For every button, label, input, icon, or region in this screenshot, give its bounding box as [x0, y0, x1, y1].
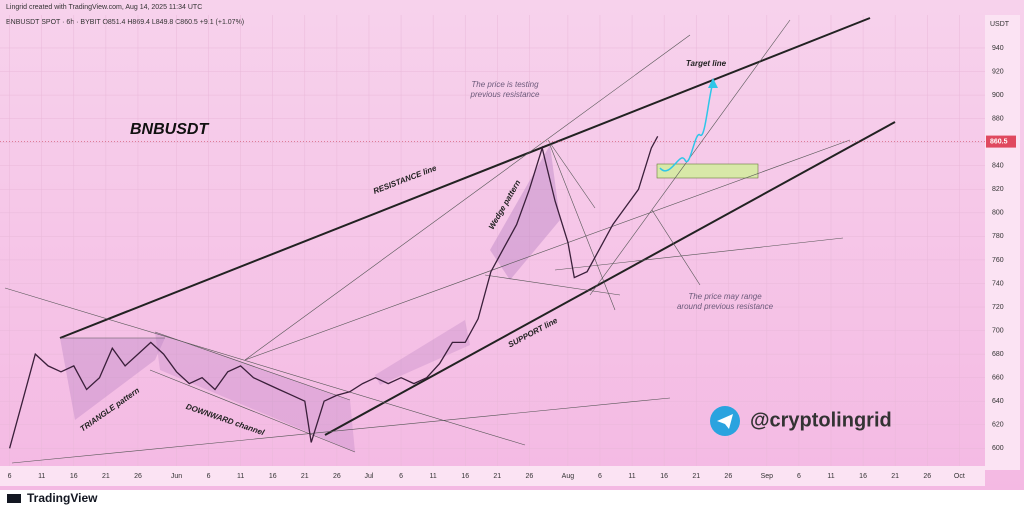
x-tick-label: 6 — [399, 473, 403, 480]
x-tick-label: 21 — [102, 473, 110, 480]
x-tick-label: Oct — [954, 473, 965, 480]
support-line — [324, 121, 896, 436]
annotation: previous resistance — [470, 90, 540, 99]
projection-arrow — [708, 78, 718, 88]
time-axis — [0, 466, 985, 486]
y-tick-label: 600 — [992, 445, 1004, 452]
x-tick-label: 6 — [797, 473, 801, 480]
symbol-line: BNBUSDT SPOT · 6h · BYBIT O851.4 H869.4 … — [6, 19, 244, 26]
resistance-line — [59, 17, 871, 339]
annotation: The price is testing — [471, 80, 539, 89]
x-tick-label: Aug — [562, 473, 575, 480]
trend-line — [11, 397, 671, 464]
x-tick-label: 16 — [859, 473, 867, 480]
resistance-zone — [656, 163, 759, 179]
logo-mark — [7, 494, 21, 503]
x-tick-label: 6 — [207, 473, 211, 480]
channel-line — [154, 331, 351, 401]
y-tick-label: 640 — [992, 398, 1004, 405]
x-tick-label: 6 — [598, 473, 602, 480]
y-tick-label: 880 — [992, 115, 1004, 122]
chart-title: BNBUSDT — [130, 121, 209, 138]
trend-line — [244, 34, 691, 361]
trend-line — [484, 274, 621, 296]
trend-line — [4, 287, 526, 446]
x-tick-label: 6 — [8, 473, 12, 480]
x-tick-label: 11 — [237, 473, 244, 480]
price-axis — [985, 15, 1020, 470]
trend-line — [554, 237, 844, 271]
triangle-pattern — [60, 338, 165, 420]
x-tick-label: 16 — [660, 473, 668, 480]
y-tick-label: 620 — [992, 422, 1004, 429]
x-tick-label: 16 — [269, 473, 277, 480]
x-tick-label: 26 — [525, 473, 533, 480]
trend-line — [549, 144, 616, 311]
brand: TradingView — [27, 491, 98, 505]
x-tick-label: 11 — [827, 473, 834, 480]
handle: @cryptolingrid — [750, 409, 892, 431]
annotation: around previous resistance — [677, 302, 774, 311]
x-tick-label: 26 — [923, 473, 931, 480]
y-tick-label: 660 — [992, 375, 1004, 382]
y-tick-label: 940 — [992, 45, 1004, 52]
x-tick-label: Jul — [364, 473, 373, 480]
y-tick-label: 900 — [992, 92, 1004, 99]
x-tick-label: 21 — [493, 473, 501, 480]
wedge-pattern — [490, 145, 560, 280]
x-tick-label: 26 — [134, 473, 142, 480]
y-tick-label: 920 — [992, 68, 1004, 75]
currency: USDT — [990, 21, 1010, 28]
last-price-label: 860.5 — [990, 138, 1008, 145]
chart-background — [0, 0, 1024, 490]
channel-line — [149, 369, 356, 453]
x-tick-label: 21 — [891, 473, 899, 480]
y-tick-label: 840 — [992, 163, 1004, 170]
annotation: Target line — [686, 59, 727, 68]
x-tick-label: 26 — [724, 473, 732, 480]
x-tick-label: Sep — [761, 473, 774, 480]
x-tick-label: 11 — [628, 473, 635, 480]
x-tick-label: 11 — [430, 473, 437, 480]
credit: Lingrid created with TradingView.com, Au… — [6, 4, 202, 11]
annotation: The price may range — [688, 292, 762, 301]
y-tick-label: 740 — [992, 280, 1004, 287]
x-tick-label: 16 — [70, 473, 78, 480]
x-tick-label: 21 — [301, 473, 309, 480]
last-price-box — [986, 135, 1016, 148]
y-tick-label: 800 — [992, 210, 1004, 217]
rising-channel — [375, 320, 470, 385]
pointer — [651, 209, 701, 286]
y-tick-label: 720 — [992, 304, 1004, 311]
projection-path — [659, 81, 714, 172]
x-tick-label: 21 — [692, 473, 700, 480]
price-line — [8, 135, 659, 449]
footer-logo: TradingView — [7, 491, 98, 505]
trend-lines — [4, 17, 896, 464]
y-tick-label: 700 — [992, 327, 1004, 334]
y-tick-label: 680 — [992, 351, 1004, 358]
y-tick-label: 780 — [992, 233, 1004, 240]
downward-channel — [155, 332, 355, 452]
y-tick-label: 760 — [992, 257, 1004, 264]
telegram-plane — [717, 414, 733, 429]
x-tick-label: 26 — [333, 473, 341, 480]
pointer — [547, 139, 596, 209]
y-tick-label: 820 — [992, 186, 1004, 193]
x-tick-label: Jun — [171, 473, 182, 480]
x-tick-label: 16 — [461, 473, 469, 480]
trend-line — [244, 139, 851, 361]
x-tick-label: 11 — [38, 473, 45, 480]
